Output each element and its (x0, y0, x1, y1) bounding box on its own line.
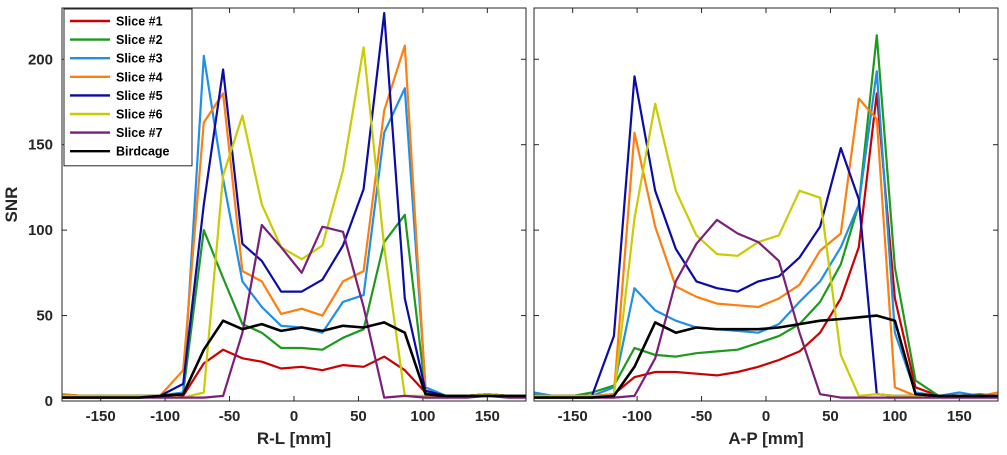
legend-label-slice-6: Slice #6 (116, 108, 163, 122)
right-x-tick-label: 50 (822, 408, 839, 425)
legend-label-slice-2: Slice #2 (116, 33, 163, 47)
legend: Slice #1 Slice #2 Slice #3 Slice #4 Slice #5… (63, 8, 193, 167)
legend-label-birdcage: Birdcage (116, 145, 170, 159)
right-series-line-slice-7 (534, 218, 998, 399)
right-plot-area (534, 8, 998, 401)
right-x-tick-label: -100 (622, 408, 652, 425)
legend-label-slice-7: Slice #7 (116, 126, 163, 140)
left-x-tick-label: -50 (219, 408, 241, 425)
right-axes-frame (533, 7, 999, 402)
legend-label-slice-5: Slice #5 (116, 89, 163, 103)
right-x-tick-label: -50 (691, 408, 713, 425)
right-series-line-slice-2 (534, 34, 998, 397)
left-y-axis-title: SNR (2, 187, 21, 223)
left-y-tick-label: 0 (45, 393, 53, 410)
left-x-axis-title: R-L [mm] (257, 429, 331, 448)
legend-item: Slice #7 (70, 126, 163, 140)
left-y-tick-label: 100 (28, 222, 53, 239)
left-x-tick-label: 150 (475, 408, 500, 425)
legend-item: Slice #2 (70, 33, 163, 47)
legend-item: Slice #6 (70, 108, 163, 122)
right-series-group (534, 34, 998, 399)
left-x-tick-label: 0 (290, 408, 298, 425)
legend-item: Slice #3 (70, 52, 163, 66)
legend-box (63, 8, 193, 167)
left-y-tick-label: 150 (28, 137, 53, 154)
right-x-tick-label: 0 (762, 408, 770, 425)
legend-item: Slice #5 (70, 89, 163, 103)
legend-label-slice-1: Slice #1 (116, 15, 163, 29)
left-series-group (62, 12, 526, 399)
left-x-tick-label: 50 (350, 408, 367, 425)
left-x-tick-label: 100 (410, 408, 435, 425)
left-y-tick-label: 50 (36, 308, 53, 325)
right-panel-a-p: -150 -100 -50 0 50 100 150 A-P [mm] (533, 7, 999, 448)
legend-item: Birdcage (70, 145, 170, 159)
left-ticks: -150 -100 -50 0 50 100 150 0 50 100 150 200 (28, 8, 526, 425)
legend-label-slice-3: Slice #3 (116, 52, 163, 66)
left-x-tick-label: -150 (86, 408, 116, 425)
left-y-tick-label: 200 (28, 51, 53, 68)
right-x-axis-title: A-P [mm] (728, 429, 803, 448)
legend-label-slice-4: Slice #4 (116, 70, 163, 84)
left-series-line-birdcage (62, 319, 526, 399)
right-series-line-birdcage (534, 314, 998, 399)
right-x-tick-label: -150 (558, 408, 588, 425)
left-axes-frame (61, 7, 527, 402)
right-x-tick-label: 100 (882, 408, 907, 425)
left-x-tick-label: -100 (150, 408, 180, 425)
legend-item: Slice #4 (70, 70, 163, 84)
legend-item: Slice #1 (70, 15, 163, 29)
right-ticks: -150 -100 -50 0 50 100 150 (534, 8, 998, 425)
right-x-tick-label: 150 (947, 408, 972, 425)
